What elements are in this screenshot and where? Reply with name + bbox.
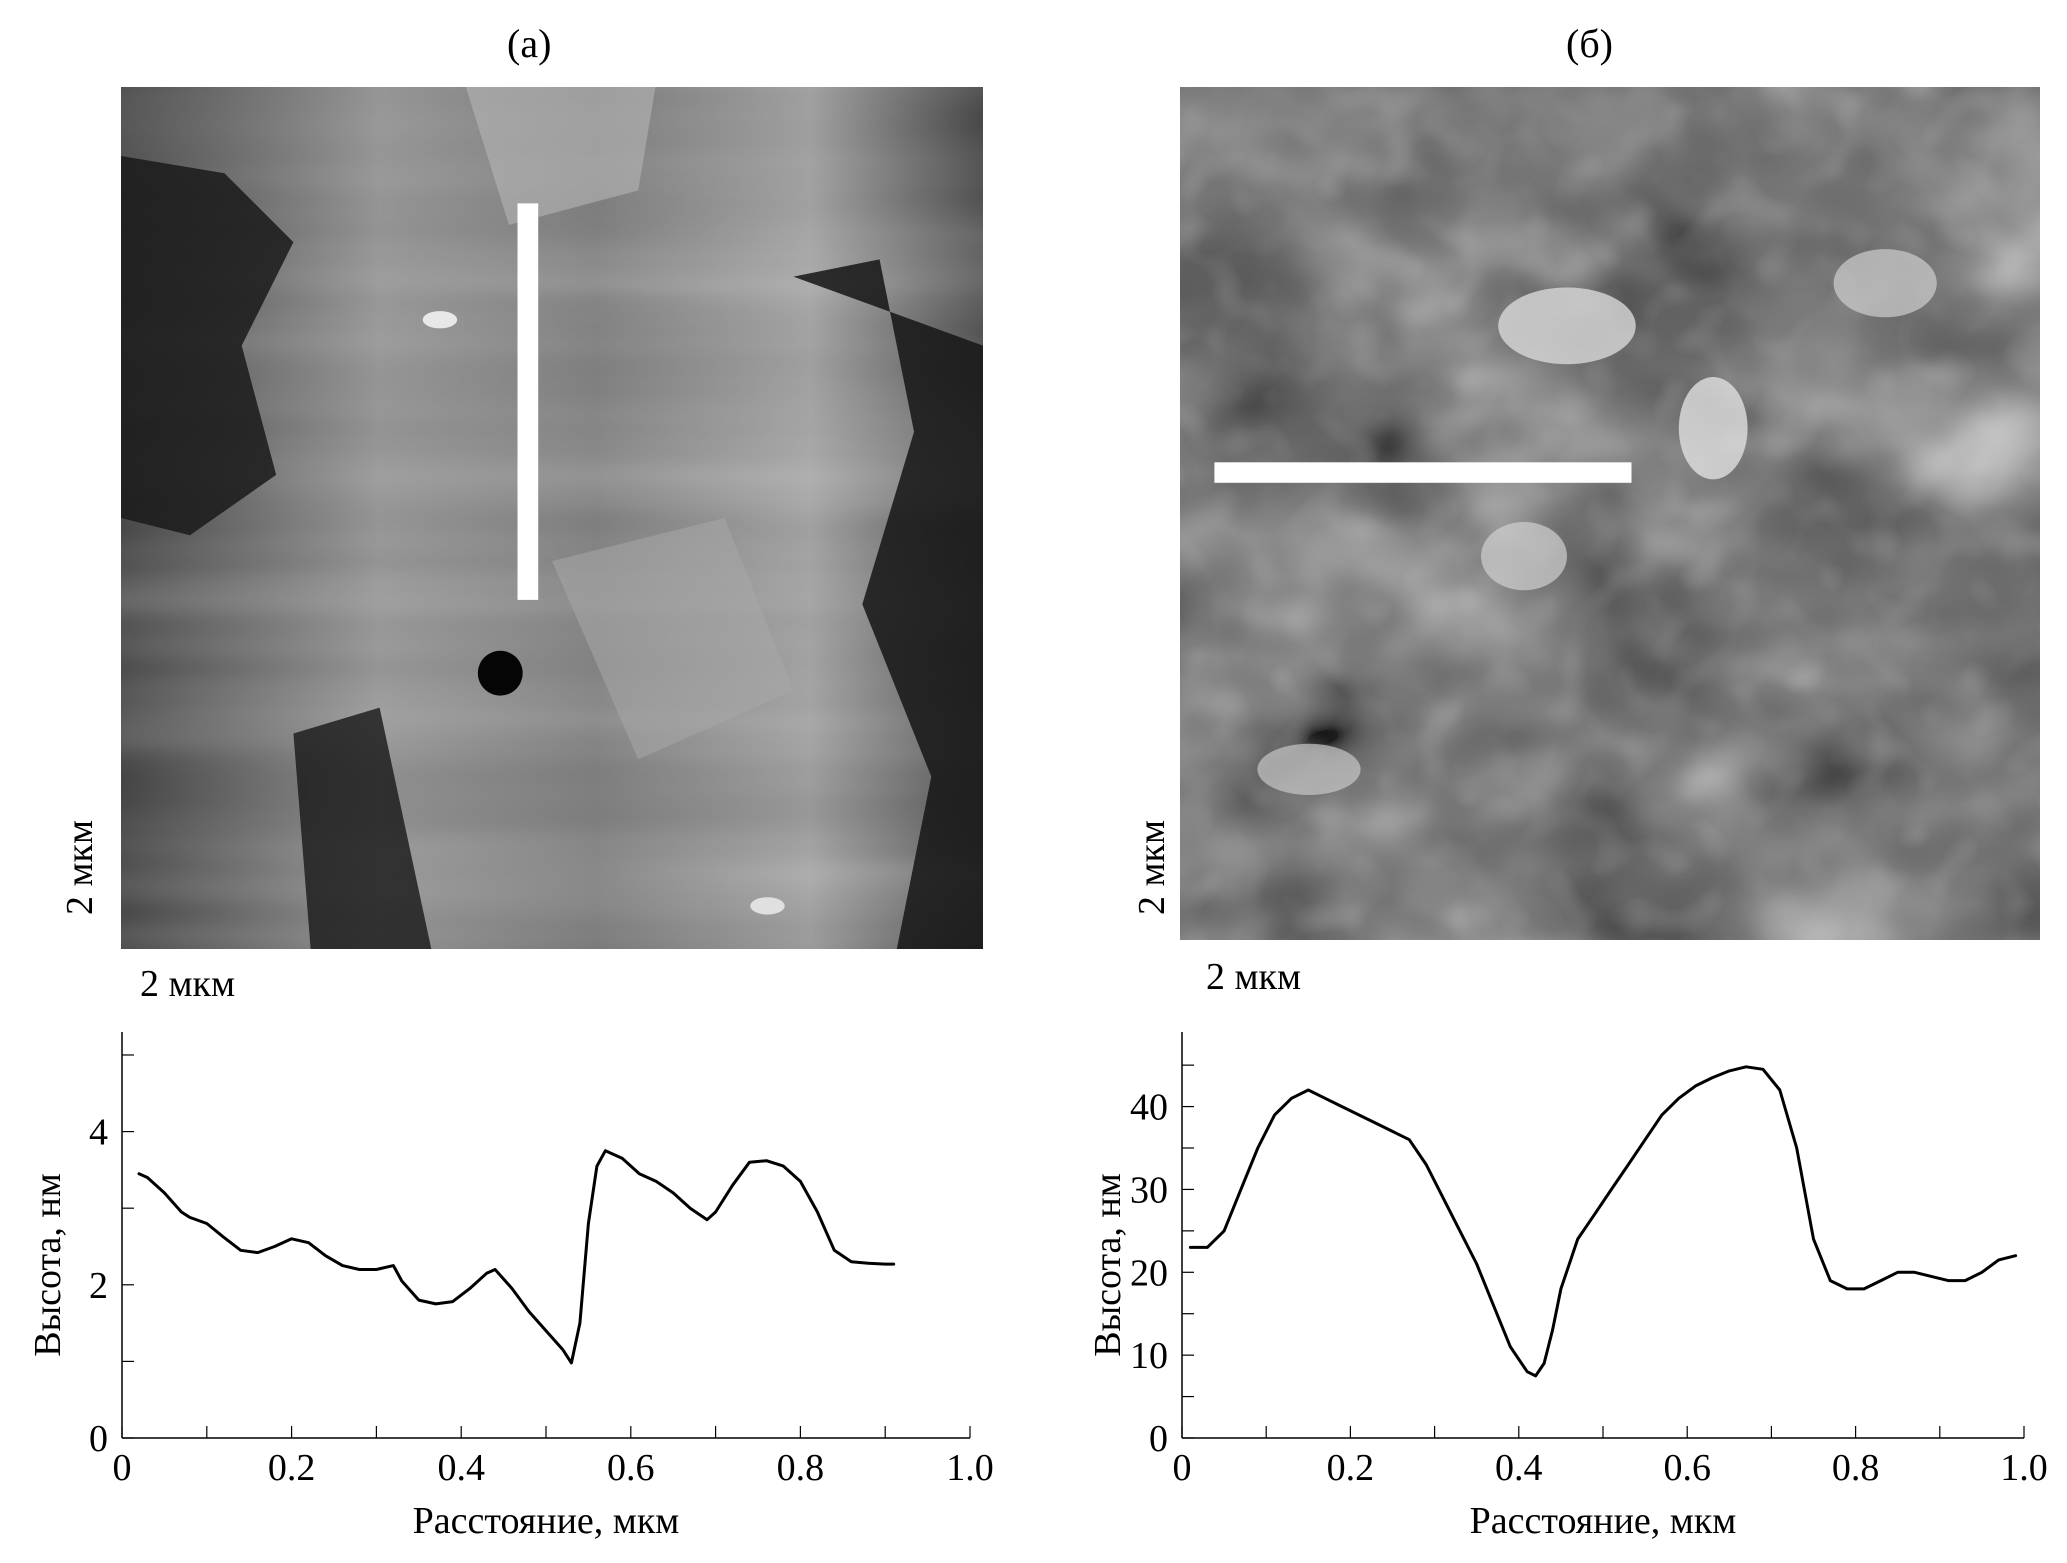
profile-line-series-a — [137, 1149, 896, 1365]
scale-x-label-b: 2 мкм — [1206, 956, 1302, 998]
height-profile-chart-a: 0 0.2 0.4 0.6 0.8 1.0 0 2 4 Расстояние, мкм Высота… — [0, 1020, 1030, 1563]
y-tick-label-a: 4 — [89, 1112, 108, 1154]
x-tick-label-b: 0.2 — [1327, 1447, 1375, 1489]
x-tick-label-a: 1.0 — [946, 1447, 994, 1489]
x-tick-label-a: 0.4 — [437, 1447, 485, 1489]
scale-x-label-a: 2 мкм — [140, 963, 236, 1005]
y-tick-label-a: 2 — [89, 1265, 108, 1307]
x-tick-label-b: 0 — [1173, 1447, 1192, 1489]
y-axis-label-b: Высота, нм — [1087, 1173, 1129, 1357]
afm-image-b — [1180, 87, 2040, 940]
panel-label-a: (а) — [507, 21, 552, 66]
y-axis-label-a: Высота, нм — [27, 1173, 69, 1357]
x-tick-label-a: 0.6 — [607, 1447, 655, 1489]
scale-y-label-a: 2 мкм — [59, 819, 101, 915]
y-tick-label-b: 10 — [1130, 1335, 1168, 1377]
panel-label-b: (б) — [1566, 21, 1613, 66]
scale-y-label-b: 2 мкм — [1131, 819, 1173, 915]
y-tick-label-b: 20 — [1130, 1252, 1168, 1294]
profile-line-a — [517, 203, 539, 600]
profile-line-b — [1214, 462, 1632, 483]
x-axis-label-a: Расстояние, мкм — [413, 1500, 680, 1542]
x-tick-label-b: 0.8 — [1832, 1447, 1880, 1489]
y-tick-label-b: 30 — [1130, 1169, 1168, 1211]
y-tick-label-b: 0 — [1149, 1418, 1168, 1460]
x-tick-label-a: 0 — [113, 1447, 132, 1489]
chart-b-svg: 0 0.2 0.4 0.6 0.8 1.0 0 10 20 30 40 Расстояние, мкм… — [1087, 1032, 2048, 1542]
x-axis-label-b: Расстояние, мкм — [1470, 1500, 1737, 1542]
x-tick-label-b: 0.6 — [1663, 1447, 1711, 1489]
x-tick-label-b: 0.4 — [1495, 1447, 1543, 1489]
profile-line-series-b — [1188, 1065, 2018, 1378]
x-tick-label-b: 1.0 — [2000, 1447, 2048, 1489]
x-tick-label-a: 0.2 — [268, 1447, 316, 1489]
afm-image-a — [121, 87, 983, 949]
y-tick-label-a: 0 — [89, 1418, 108, 1460]
x-tick-label-a: 0.8 — [777, 1447, 825, 1489]
chart-a-svg: 0 0.2 0.4 0.6 0.8 1.0 0 2 4 Расстояние, мкм Высота… — [27, 1032, 994, 1542]
height-profile-chart-b: 0 0.2 0.4 0.6 0.8 1.0 0 10 20 30 40 Расстояние, мкм… — [1040, 1020, 2067, 1563]
y-tick-label-b: 40 — [1130, 1087, 1168, 1129]
